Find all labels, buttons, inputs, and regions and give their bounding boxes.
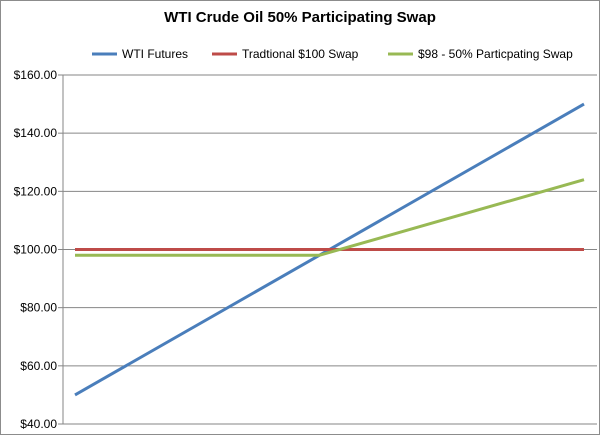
series-line-98-50-particpating-swap bbox=[75, 178, 585, 257]
y-tick-label: $80.00 bbox=[20, 301, 57, 315]
legend-label: Tradtional $100 Swap bbox=[242, 47, 359, 61]
axes bbox=[62, 75, 597, 425]
series-lines bbox=[74, 102, 585, 397]
y-tick-label: $40.00 bbox=[20, 417, 57, 431]
legend-label: WTI Futures bbox=[122, 47, 188, 61]
chart-title: WTI Crude Oil 50% Participating Swap bbox=[164, 9, 436, 26]
y-tick-label: $100.00 bbox=[14, 243, 58, 257]
y-tick-label: $160.00 bbox=[14, 68, 58, 82]
legend-label: $98 - 50% Particpating Swap bbox=[418, 47, 573, 61]
y-tick-label: $120.00 bbox=[14, 184, 58, 198]
y-tick-labels: $40.00 $60.00 $80.00 $100.00 $120.00 $140.00 $… bbox=[14, 68, 58, 431]
legend: WTI Futures Tradtional $100 Swap $98 - 50%… bbox=[92, 47, 573, 61]
y-tick-label: $140.00 bbox=[14, 126, 58, 140]
y-tick-label: $60.00 bbox=[20, 359, 57, 373]
